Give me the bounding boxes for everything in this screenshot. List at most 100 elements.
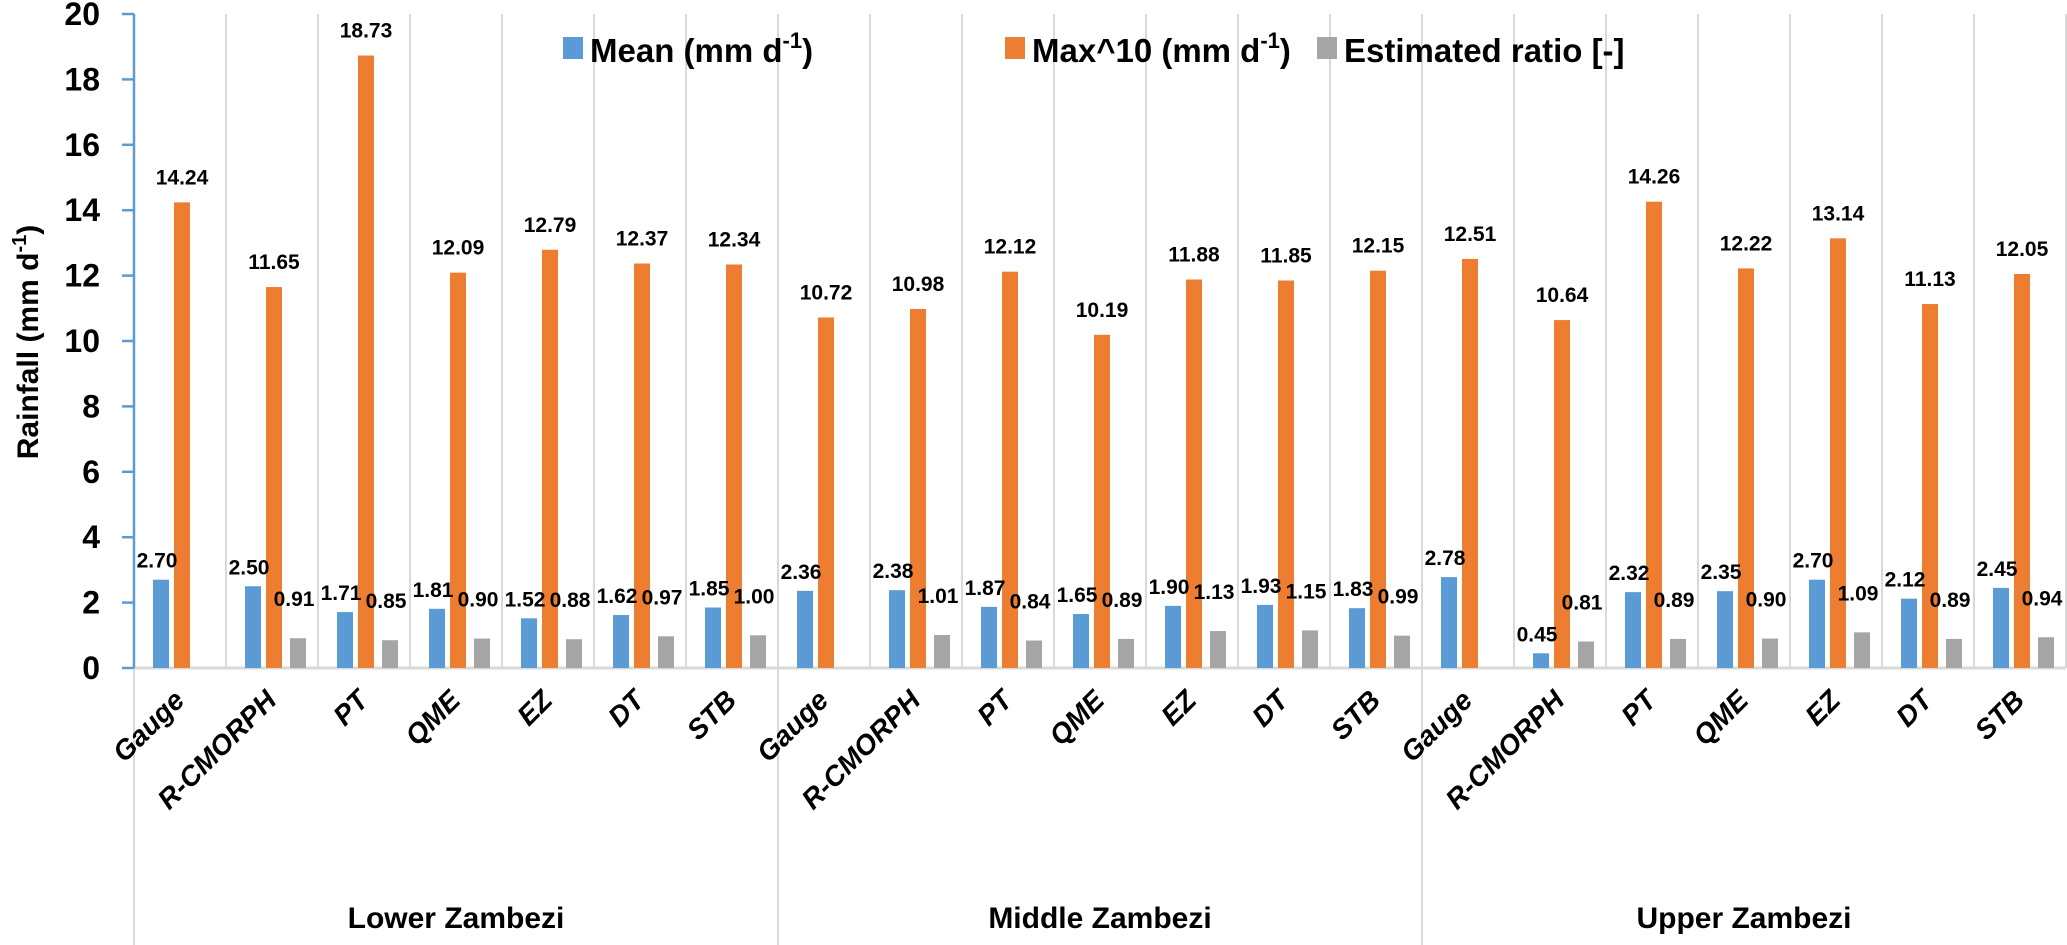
bar-ratio [750, 635, 766, 668]
bar-max10 [634, 263, 650, 668]
bar-max10 [542, 249, 558, 668]
data-label-ratio: 0.81 [1562, 592, 1603, 615]
data-label-ratio: 0.91 [274, 588, 315, 611]
bar-ratio [934, 634, 950, 668]
bar-mean [1533, 653, 1549, 668]
bar-max10 [450, 272, 466, 668]
bar-ratio [382, 640, 398, 668]
x-category-label: STB [1325, 684, 1387, 746]
bar-max10 [174, 202, 190, 669]
bar-ratio [1854, 632, 1870, 668]
data-label-mean: 1.83 [1333, 578, 1374, 601]
bar-mean [1441, 577, 1457, 668]
y-tick-label: 8 [82, 388, 100, 424]
bar-max10 [266, 287, 282, 668]
data-label-ratio: 0.97 [642, 586, 683, 609]
data-label-max10: 12.22 [1720, 232, 1773, 255]
data-label-ratio: 0.88 [550, 589, 591, 612]
bar-max10 [1646, 201, 1662, 668]
x-category-label: QME [1687, 683, 1755, 751]
data-label-ratio: 1.01 [918, 585, 959, 608]
data-label-mean: 1.62 [597, 585, 638, 608]
data-label-max10: 14.24 [156, 166, 209, 189]
bar-max10 [1278, 280, 1294, 668]
bar-mean [1165, 605, 1181, 668]
data-label-ratio: 1.09 [1838, 582, 1879, 605]
bar-max10 [358, 55, 374, 669]
data-label-ratio: 0.94 [2022, 587, 2063, 610]
data-label-max10: 11.13 [1904, 268, 1955, 291]
bar-mean [245, 586, 261, 668]
data-label-mean: 2.38 [873, 560, 914, 583]
bar-mean [889, 590, 905, 668]
y-tick-label: 16 [64, 127, 100, 163]
data-label-max10: 13.14 [1812, 202, 1865, 225]
y-axis: 0 2 4 6 8 10 12 14 16 18 20 [64, 0, 136, 686]
x-category-label: DT [1890, 682, 1940, 732]
x-category-label: DT [602, 682, 652, 732]
y-tick-label: 20 [64, 0, 100, 32]
legend-swatch-max10 [1005, 37, 1025, 59]
bar-ratio [290, 638, 306, 668]
data-label-max10: 12.79 [524, 214, 577, 237]
y-tick-label: 10 [64, 323, 100, 359]
data-label-ratio: 0.90 [1746, 589, 1787, 612]
data-label-max10: 12.05 [1996, 238, 2049, 261]
data-label-ratio: 0.89 [1654, 589, 1695, 612]
data-label-max10: 12.09 [432, 237, 485, 260]
y-tick-label: 2 [82, 585, 100, 621]
bar-ratio [1946, 638, 1962, 668]
bar-mean [337, 612, 353, 668]
bar-ratio [1670, 638, 1686, 668]
bar-mean [521, 618, 537, 668]
bar-max10 [1830, 238, 1846, 668]
x-category-label: Gauge [107, 684, 191, 768]
y-axis-title-main: Rainfall (mm d [12, 253, 45, 460]
bar-ratio [566, 639, 582, 668]
data-label-mean: 2.36 [781, 561, 822, 584]
bar-mean [613, 615, 629, 668]
bar-ratio [474, 638, 490, 668]
legend-label-text: Max^10 (mm d [1032, 32, 1260, 69]
data-label-mean: 2.35 [1701, 561, 1742, 584]
bar-mean [981, 606, 997, 668]
data-label-max10: 18.73 [340, 20, 393, 43]
data-label-mean: 2.70 [1793, 550, 1834, 573]
y-axis-title: Rainfall (mm d-1) [9, 225, 45, 460]
y-axis-title-sup: -1 [9, 235, 31, 253]
bar-max10 [2014, 273, 2030, 668]
x-category-label: PT [1615, 682, 1664, 731]
data-label-ratio: 1.00 [734, 585, 775, 608]
data-label-mean: 2.12 [1885, 569, 1926, 592]
data-label-max10: 12.12 [984, 236, 1037, 259]
legend-label-superscript: -1 [783, 28, 803, 53]
data-label-mean: 1.93 [1241, 575, 1282, 598]
bar-ratio [1210, 631, 1226, 668]
bar-ratio [1302, 630, 1318, 668]
y-tick-label: 4 [82, 519, 100, 555]
bar-mean [1349, 608, 1365, 668]
x-category-label: STB [1969, 684, 2031, 746]
x-category-label: EZ [511, 684, 559, 732]
y-tick-label: 18 [64, 61, 100, 97]
bar-mean [1901, 598, 1917, 668]
legend-label-ratio: Estimated ratio [-] [1344, 32, 1625, 69]
x-category-label: STB [681, 684, 743, 746]
bar-mean [1993, 587, 2009, 668]
bar-max10 [1922, 304, 1938, 668]
data-label-max10: 14.26 [1628, 166, 1681, 189]
bar-mean [705, 607, 721, 668]
bar-ratio [1026, 640, 1042, 668]
data-label-max10: 10.19 [1076, 299, 1129, 322]
legend-swatch-mean [563, 37, 583, 59]
x-group-label: Upper Zambezi [1636, 902, 1851, 935]
x-category-label: Gauge [751, 684, 835, 768]
legend-swatch-ratio [1317, 37, 1337, 59]
data-label-mean: 2.45 [1977, 558, 2018, 581]
data-label-mean: 1.65 [1057, 584, 1098, 607]
data-label-ratio: 0.89 [1930, 589, 1971, 612]
x-category-label: QME [1043, 683, 1111, 751]
bar-max10 [1094, 334, 1110, 668]
